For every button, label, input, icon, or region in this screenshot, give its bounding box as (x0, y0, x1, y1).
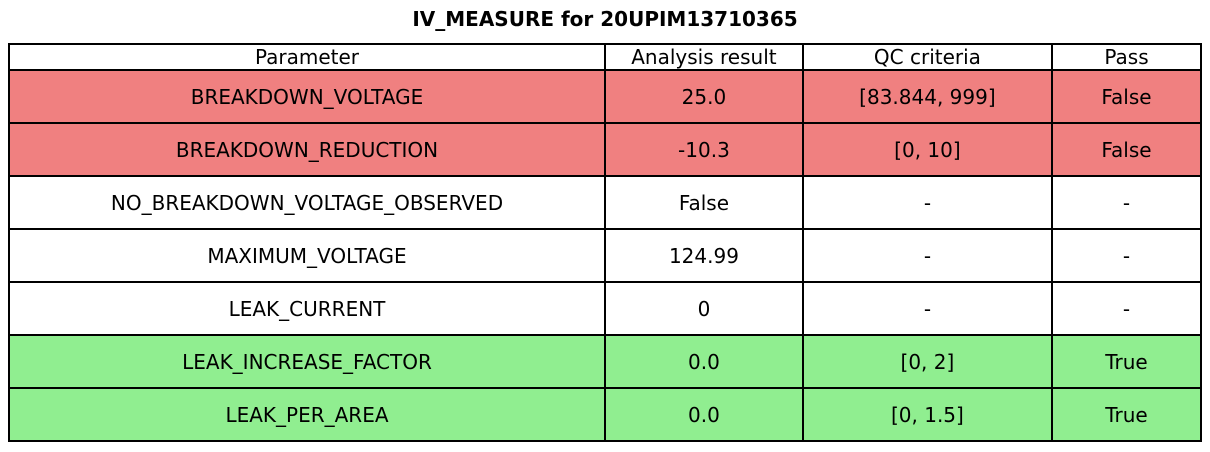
cell-pass: - (1050, 281, 1203, 336)
cell-qc-criteria: - (801, 281, 1053, 336)
column-header-parameter: Parameter (8, 43, 606, 71)
cell-parameter: LEAK_PER_AREA (8, 387, 606, 442)
cell-pass: - (1050, 228, 1203, 283)
cell-qc-criteria: - (801, 228, 1053, 283)
table-row: NO_BREAKDOWN_VOLTAGE_OBSERVED False - - (8, 175, 1203, 230)
cell-analysis-result: 0 (604, 281, 804, 336)
cell-pass: True (1050, 387, 1203, 442)
cell-analysis-result: -10.3 (604, 122, 804, 177)
table-row: LEAK_CURRENT 0 - - (8, 281, 1203, 336)
cell-parameter: MAXIMUM_VOLTAGE (8, 228, 606, 283)
cell-qc-criteria: [83.844, 999] (801, 69, 1053, 124)
table-row: LEAK_PER_AREA 0.0 [0, 1.5] True (8, 387, 1203, 442)
cell-qc-criteria: [0, 2] (801, 334, 1053, 389)
cell-parameter: BREAKDOWN_REDUCTION (8, 122, 606, 177)
cell-pass: False (1050, 122, 1203, 177)
table-row: BREAKDOWN_VOLTAGE 25.0 [83.844, 999] Fal… (8, 69, 1203, 124)
table-row: MAXIMUM_VOLTAGE 124.99 - - (8, 228, 1203, 283)
cell-qc-criteria: [0, 1.5] (801, 387, 1053, 442)
cell-pass: False (1050, 69, 1203, 124)
cell-analysis-result: 0.0 (604, 334, 804, 389)
column-header-analysis-result: Analysis result (604, 43, 804, 71)
cell-analysis-result: 0.0 (604, 387, 804, 442)
cell-analysis-result: 124.99 (604, 228, 804, 283)
figure-title: IV_MEASURE for 20UPIM13710365 (412, 7, 798, 31)
cell-parameter: LEAK_CURRENT (8, 281, 606, 336)
cell-parameter: NO_BREAKDOWN_VOLTAGE_OBSERVED (8, 175, 606, 230)
table-row: BREAKDOWN_REDUCTION -10.3 [0, 10] False (8, 122, 1203, 177)
cell-parameter: LEAK_INCREASE_FACTOR (8, 334, 606, 389)
cell-pass: True (1050, 334, 1203, 389)
cell-pass: - (1050, 175, 1203, 230)
column-header-qc-criteria: QC criteria (801, 43, 1053, 71)
cell-parameter: BREAKDOWN_VOLTAGE (8, 69, 606, 124)
cell-analysis-result: 25.0 (604, 69, 804, 124)
table-row: LEAK_INCREASE_FACTOR 0.0 [0, 2] True (8, 334, 1203, 389)
cell-qc-criteria: - (801, 175, 1053, 230)
qc-results-table: Parameter Analysis result QC criteria Pa… (8, 43, 1203, 442)
header-row: Parameter Analysis result QC criteria Pa… (8, 43, 1203, 71)
column-header-pass: Pass (1050, 43, 1203, 71)
cell-qc-criteria: [0, 10] (801, 122, 1053, 177)
cell-analysis-result: False (604, 175, 804, 230)
